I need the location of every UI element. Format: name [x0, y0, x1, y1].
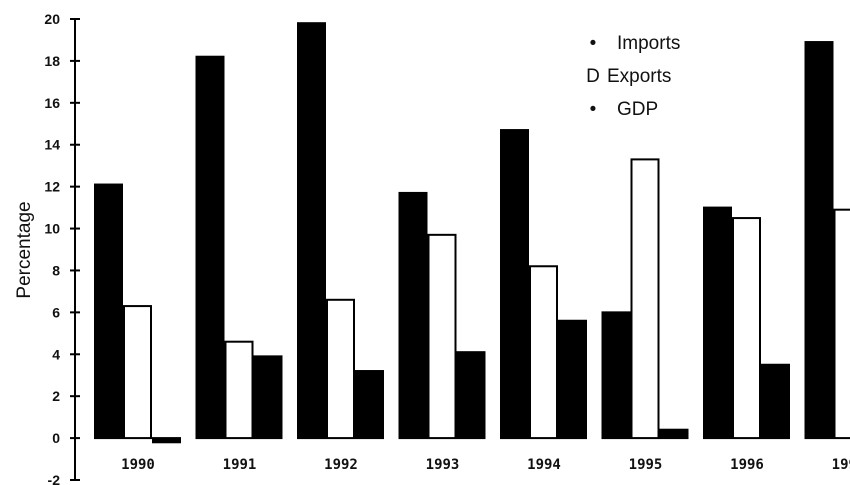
bars-group — [94, 22, 850, 444]
y-tick-label: 18 — [44, 53, 60, 69]
legend-label-imports: Imports — [617, 33, 680, 54]
bar-imports-1995 — [601, 311, 631, 440]
y-tick-label: 10 — [44, 221, 60, 237]
y-tick-label: -2 — [48, 472, 61, 485]
bar-imports-1992 — [297, 22, 326, 440]
y-tick-label: 20 — [44, 11, 60, 27]
legend-marker-gdp: • — [590, 99, 597, 120]
bar-imports-1996 — [703, 206, 732, 440]
bar-imports-1993 — [398, 191, 428, 440]
bar-gdp-1995 — [659, 428, 689, 440]
x-tick-label: 1993 — [426, 457, 460, 473]
y-tick-label: 4 — [52, 346, 60, 362]
y-axis-ticks: -2 0 2 4 6 8 10 12 14 16 18 20 — [44, 11, 80, 485]
legend-marker-imports: • — [590, 33, 597, 54]
x-tick-label: 1990 — [121, 457, 155, 473]
bar-gdp-1991 — [253, 355, 283, 440]
y-tick-label: 14 — [44, 137, 60, 153]
bar-exports-1990 — [123, 305, 152, 440]
x-tick-label: 1991 — [223, 457, 257, 473]
legend-label-gdp: GDP — [617, 99, 658, 120]
legend-marker-exports: D — [586, 66, 600, 87]
bar-exports-1996 — [732, 217, 761, 440]
y-tick-label: 16 — [44, 95, 60, 111]
x-tick-label: 1997 — [832, 457, 850, 473]
x-tick-label: 1994 — [527, 457, 561, 473]
bar-imports-1991 — [195, 55, 225, 440]
legend-label-exports: Exports — [607, 66, 671, 87]
bar-gdp-1993 — [456, 351, 486, 440]
x-axis-labels: 1990 1991 1992 1993 1994 1995 1996 1997 — [121, 457, 850, 473]
legend: • Imports D Exports • GDP — [586, 33, 680, 120]
bar-imports-1994 — [500, 129, 529, 440]
bar-exports-1994 — [529, 265, 558, 440]
bar-exports-1993 — [427, 233, 457, 440]
x-tick-label: 1996 — [730, 457, 764, 473]
bar-imports-1997 — [804, 41, 834, 440]
y-tick-label: 6 — [52, 304, 60, 320]
y-axis-title: Percentage — [14, 201, 35, 298]
y-tick-label: 8 — [52, 262, 60, 278]
bar-imports-1990 — [94, 183, 123, 440]
y-tick-label: 2 — [52, 388, 60, 404]
bar-gdp-1990 — [152, 437, 181, 444]
x-tick-label: 1992 — [324, 457, 358, 473]
bar-exports-1991 — [224, 340, 254, 440]
x-tick-label: 1995 — [629, 457, 663, 473]
bar-gdp-1994 — [558, 319, 587, 440]
bar-gdp-1996 — [761, 363, 790, 440]
y-tick-label: 12 — [44, 179, 60, 195]
bar-exports-1995 — [630, 158, 660, 440]
bar-exports-1992 — [326, 298, 355, 440]
bar-exports-1997 — [833, 208, 850, 440]
bar-gdp-1992 — [355, 370, 384, 440]
y-tick-label: 0 — [52, 430, 60, 446]
